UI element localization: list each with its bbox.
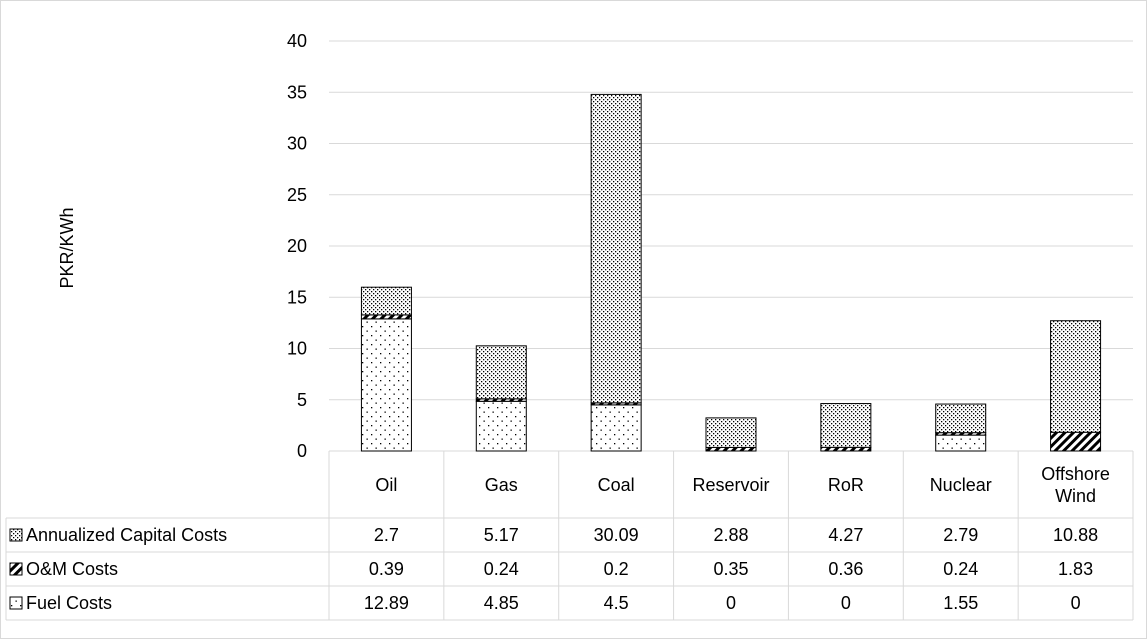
data-table: Oil Gas Coal Reservoir RoR Nuclear Offshore Win… xyxy=(5,451,1134,621)
data-label-annualized-capital-costs-ror: 4.27 xyxy=(828,525,863,545)
data-label-annualized-capital-costs-gas: 5.17 xyxy=(484,525,519,545)
data-label-fuel-costs-reservoir: 0 xyxy=(726,593,736,613)
category-label-offshore-wind: Offshore Wind xyxy=(1041,464,1110,506)
bars xyxy=(360,93,1102,452)
y-tick-label: 10 xyxy=(287,339,307,359)
series-label-oandm-costs: O&M Costs xyxy=(26,559,118,579)
category-label-nuclear: Nuclear xyxy=(930,475,992,495)
data-label-annualized-capital-costs-reservoir: 2.88 xyxy=(713,525,748,545)
bar-annualized-capital-costs-reservoir xyxy=(705,417,757,448)
bar-fuel-costs-coal xyxy=(590,404,642,452)
bar-annualized-capital-costs-nuclear xyxy=(935,403,987,434)
data-label-fuel-costs-gas: 4.85 xyxy=(484,593,519,613)
bar-annualized-capital-costs-gas xyxy=(475,345,527,400)
y-tick-label: 40 xyxy=(287,31,307,51)
bar-fuel-costs-gas xyxy=(475,400,527,452)
data-label-fuel-costs-offshore-wind: 0 xyxy=(1071,593,1081,613)
data-label-oandm-costs-reservoir: 0.35 xyxy=(713,559,748,579)
data-label-fuel-costs-nuclear: 1.55 xyxy=(943,593,978,613)
data-label-oandm-costs-gas: 0.24 xyxy=(484,559,519,579)
data-label-fuel-costs-coal: 4.5 xyxy=(604,593,629,613)
y-axis-title: PKR/KWh xyxy=(57,207,77,288)
y-tick-label: 25 xyxy=(287,185,307,205)
bar-fuel-costs-oil xyxy=(360,318,412,452)
data-label-oandm-costs-coal: 0.2 xyxy=(604,559,629,579)
data-label-annualized-capital-costs-nuclear: 2.79 xyxy=(943,525,978,545)
y-tick-label: 30 xyxy=(287,134,307,154)
bar-fuel-costs-nuclear xyxy=(935,434,987,452)
category-label-coal: Coal xyxy=(598,475,635,495)
category-label-ror: RoR xyxy=(828,475,864,495)
gridlines xyxy=(329,40,1133,452)
bar-oandm-costs-oil xyxy=(360,314,412,320)
series-label-fuel-costs: Fuel Costs xyxy=(26,593,112,613)
series-label-annualized-capital-costs: Annualized Capital Costs xyxy=(26,525,227,545)
data-label-oandm-costs-nuclear: 0.24 xyxy=(943,559,978,579)
bar-annualized-capital-costs-offshore-wind xyxy=(1050,320,1102,433)
legend-key-oandm-costs xyxy=(9,562,23,576)
y-tick-label: 15 xyxy=(287,287,307,307)
data-label-fuel-costs-oil: 12.89 xyxy=(364,593,409,613)
category-label-reservoir: Reservoir xyxy=(692,475,769,495)
category-label-gas: Gas xyxy=(485,475,518,495)
data-label-fuel-costs-ror: 0 xyxy=(841,593,851,613)
bar-annualized-capital-costs-coal xyxy=(590,93,642,404)
data-label-annualized-capital-costs-oil: 2.7 xyxy=(374,525,399,545)
y-axis-ticks: 0 5 10 15 20 25 30 35 40 xyxy=(287,31,307,461)
data-label-oandm-costs-ror: 0.36 xyxy=(828,559,863,579)
data-label-annualized-capital-costs-coal: 30.09 xyxy=(594,525,639,545)
bar-oandm-costs-ror xyxy=(820,446,872,452)
y-tick-label: 35 xyxy=(287,82,307,102)
bar-annualized-capital-costs-ror xyxy=(820,403,872,448)
y-tick-label: 20 xyxy=(287,236,307,256)
legend-key-annualized-capital-costs xyxy=(9,528,23,542)
data-label-annualized-capital-costs-offshore-wind: 10.88 xyxy=(1053,525,1098,545)
y-tick-label: 0 xyxy=(297,441,307,461)
data-label-oandm-costs-offshore-wind: 1.83 xyxy=(1058,559,1093,579)
data-label-oandm-costs-oil: 0.39 xyxy=(369,559,404,579)
category-label-oil: Oil xyxy=(375,475,397,495)
bar-annualized-capital-costs-oil xyxy=(360,286,412,316)
bar-oandm-costs-reservoir xyxy=(705,446,757,452)
bar-oandm-costs-offshore-wind xyxy=(1050,431,1102,452)
legend-key-fuel-costs xyxy=(9,596,23,610)
y-tick-label: 5 xyxy=(297,390,307,410)
